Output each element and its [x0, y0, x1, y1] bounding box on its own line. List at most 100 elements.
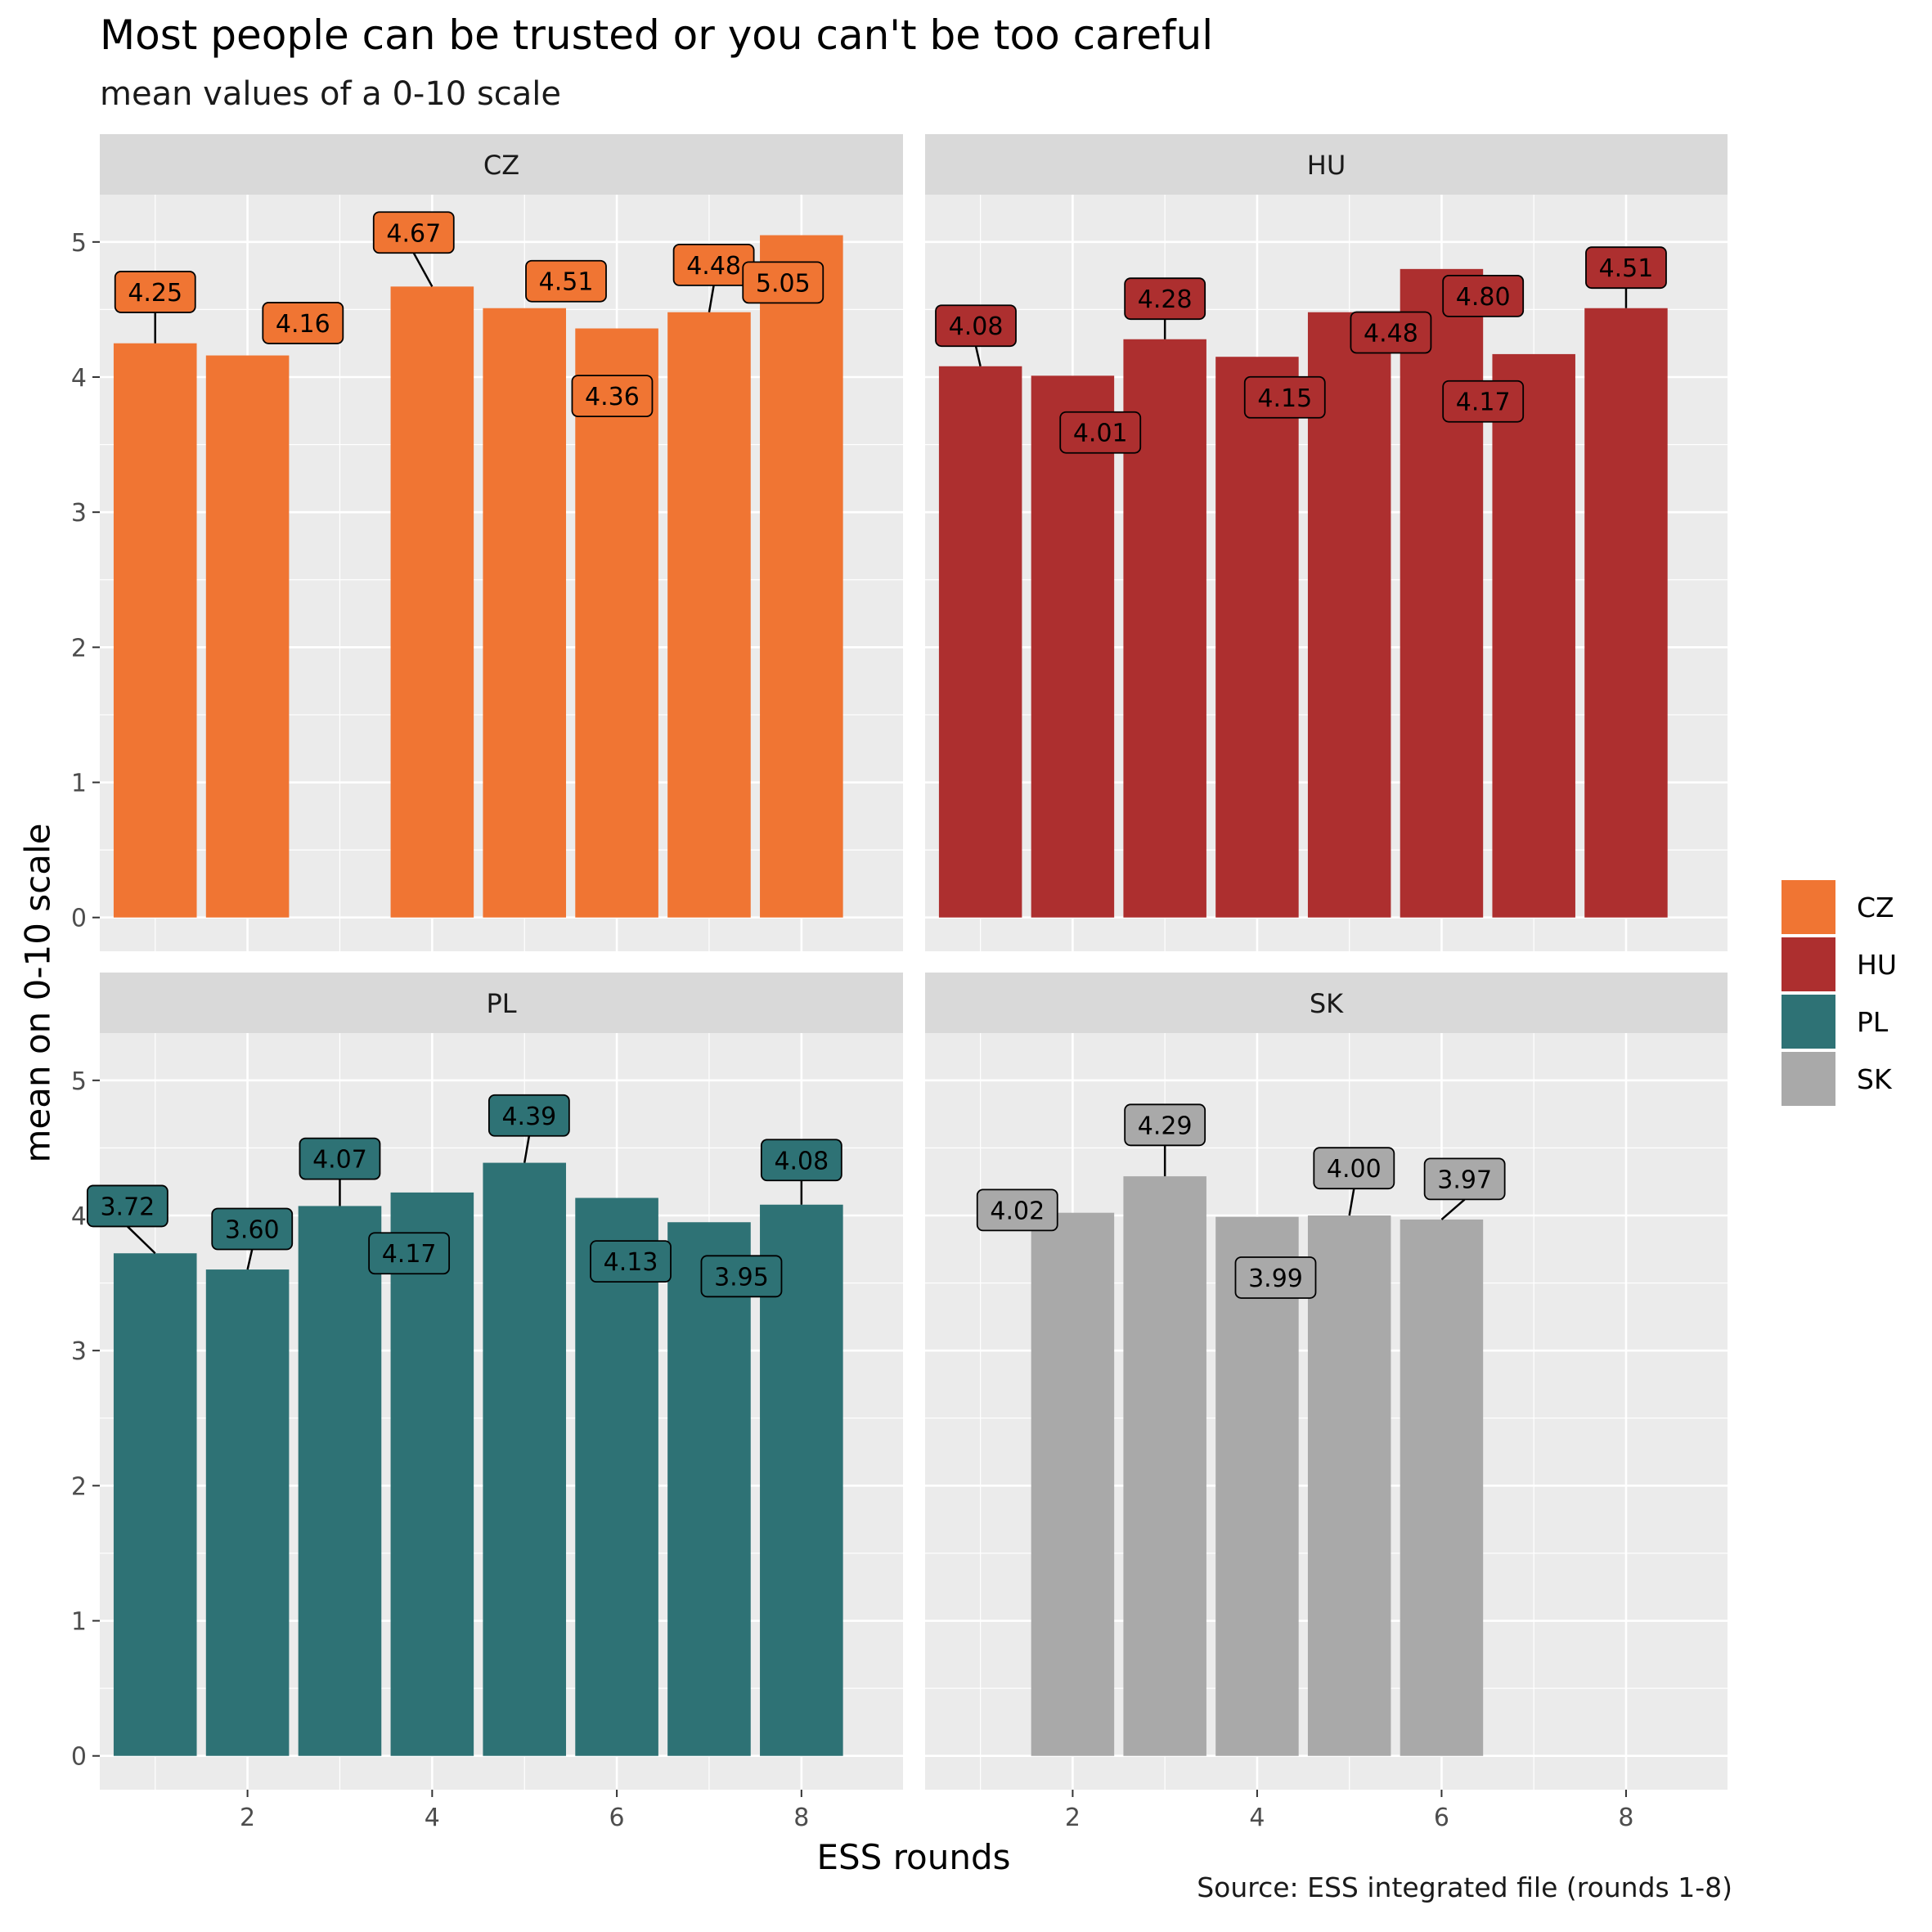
data-label-box-cz-round-8 [742, 261, 824, 304]
y-axis-tick-label: 5 [71, 1067, 87, 1096]
legend-key-pl [1781, 995, 1835, 1049]
data-label-box-pl-round-7 [700, 1255, 783, 1298]
data-label-hu-round-2: 4.01 [1073, 420, 1128, 448]
label-leader-cz-round-4 [412, 252, 434, 287]
x-axis-tick-label: 6 [1434, 1804, 1449, 1832]
bar-pl-round-4 [390, 1192, 474, 1756]
data-label-box-cz-round-6 [571, 375, 654, 418]
label-leader-sk-round-5 [1348, 1188, 1355, 1216]
facet-strip-label-sk: SK [1310, 988, 1344, 1019]
chart-subtitle: mean values of a 0-10 scale [100, 75, 562, 113]
label-leader-sk-round-6 [1440, 1198, 1466, 1220]
data-label-sk-round-3: 4.29 [1138, 1112, 1193, 1140]
x-axis-tick-label: 8 [1618, 1804, 1633, 1832]
x-axis-label: ESS rounds [816, 1837, 1011, 1877]
facet-strip-pl [100, 973, 903, 1033]
data-label-box-sk-round-2 [976, 1188, 1058, 1232]
data-label-hu-round-6: 4.80 [1456, 283, 1511, 312]
x-axis-tick-label: 4 [425, 1804, 440, 1832]
data-label-box-hu-round-5 [1350, 311, 1432, 354]
data-label-box-pl-round-6 [590, 1240, 672, 1283]
y-axis-label: mean on 0-10 scale [17, 823, 58, 1163]
bar-hu-round-7 [1492, 353, 1575, 918]
bar-sk-round-2 [1031, 1212, 1115, 1756]
data-label-hu-round-1: 4.08 [949, 312, 1004, 341]
y-axis-tick-label: 4 [71, 1202, 87, 1231]
data-label-box-cz-round-2 [262, 302, 344, 344]
x-axis-tick-label: 6 [609, 1804, 625, 1832]
legend-key-hu [1781, 937, 1835, 991]
data-label-box-sk-round-4 [1234, 1256, 1317, 1299]
data-label-box-pl-round-3 [299, 1137, 381, 1180]
bar-sk-round-4 [1215, 1216, 1299, 1756]
label-leader-hu-round-1 [974, 345, 982, 367]
data-label-cz-round-6: 4.36 [585, 383, 640, 411]
data-label-box-pl-round-1 [86, 1184, 168, 1228]
bar-hu-round-1 [938, 366, 1022, 918]
bar-sk-round-6 [1400, 1219, 1484, 1756]
y-axis-tick-label: 3 [71, 499, 87, 528]
y-axis-tick-label: 0 [71, 1743, 87, 1772]
bar-hu-round-8 [1584, 308, 1668, 918]
data-label-cz-round-8: 5.05 [756, 269, 811, 298]
data-label-cz-round-4: 4.67 [386, 219, 441, 248]
data-label-box-pl-round-2 [211, 1207, 294, 1251]
bar-cz-round-4 [390, 286, 474, 918]
bar-cz-round-6 [575, 328, 658, 918]
data-label-box-sk-round-6 [1423, 1157, 1506, 1201]
label-leader-pl-round-5 [523, 1135, 531, 1163]
x-axis-tick-label: 8 [793, 1804, 809, 1832]
bar-pl-round-2 [205, 1269, 290, 1756]
chart-title: Most people can be trusted or you can't … [100, 11, 1214, 59]
bar-sk-round-3 [1123, 1176, 1206, 1756]
y-axis-tick-label: 2 [71, 1472, 87, 1501]
bar-pl-round-7 [667, 1222, 751, 1756]
legend-label-cz: CZ [1857, 892, 1894, 923]
chart-caption: Source: ESS integrated file (rounds 1-8) [1197, 1871, 1732, 1903]
data-label-box-cz-round-5 [525, 259, 607, 303]
legend-label-sk: SK [1857, 1063, 1892, 1095]
data-label-box-sk-round-5 [1313, 1147, 1395, 1190]
y-axis-tick-label: 1 [71, 770, 87, 798]
data-label-hu-round-3: 4.28 [1138, 285, 1193, 314]
data-label-hu-round-5: 4.48 [1364, 319, 1418, 348]
facet-strip-label-cz: CZ [483, 150, 519, 181]
data-label-hu-round-7: 4.17 [1456, 389, 1511, 417]
facet-strip-label-pl: PL [486, 988, 516, 1019]
data-label-box-hu-round-2 [1059, 411, 1142, 454]
data-label-box-pl-round-4 [368, 1232, 451, 1275]
data-label-pl-round-5: 4.39 [501, 1103, 556, 1131]
y-axis-tick-label: 2 [71, 634, 87, 663]
legend-label-pl: PL [1857, 1006, 1889, 1038]
data-label-box-hu-round-4 [1243, 375, 1326, 419]
data-label-sk-round-2: 4.02 [990, 1197, 1045, 1225]
bar-pl-round-1 [113, 1253, 197, 1756]
y-axis-tick-label: 5 [71, 229, 87, 258]
y-axis-tick-label: 0 [71, 905, 87, 933]
data-label-box-pl-round-5 [487, 1094, 570, 1137]
bar-pl-round-6 [575, 1197, 658, 1756]
bar-cz-round-2 [205, 355, 290, 918]
data-label-box-sk-round-3 [1124, 1103, 1206, 1147]
data-label-cz-round-2: 4.16 [276, 310, 330, 339]
label-leader-cz-round-7 [708, 285, 715, 312]
data-label-pl-round-8: 4.08 [774, 1147, 829, 1175]
y-axis-tick-label: 4 [71, 364, 87, 393]
facet-strip-cz [100, 134, 903, 195]
data-label-cz-round-7: 4.48 [686, 252, 741, 281]
facet-strip-hu [925, 134, 1728, 195]
label-leader-pl-round-2 [246, 1249, 254, 1270]
bar-hu-round-2 [1031, 375, 1115, 918]
data-label-sk-round-4: 3.99 [1248, 1265, 1303, 1293]
data-label-pl-round-3: 4.07 [312, 1146, 367, 1175]
data-label-hu-round-4: 4.15 [1257, 384, 1312, 413]
x-axis-tick-label: 2 [240, 1804, 255, 1832]
data-label-box-cz-round-4 [372, 211, 455, 254]
data-label-box-hu-round-6 [1442, 274, 1525, 317]
data-label-hu-round-8: 4.51 [1599, 254, 1654, 283]
data-label-cz-round-1: 4.25 [128, 279, 182, 308]
data-label-sk-round-5: 4.00 [1327, 1155, 1382, 1184]
facet-strip-sk [925, 973, 1728, 1033]
bar-cz-round-5 [483, 308, 567, 918]
bar-pl-round-3 [298, 1206, 382, 1756]
